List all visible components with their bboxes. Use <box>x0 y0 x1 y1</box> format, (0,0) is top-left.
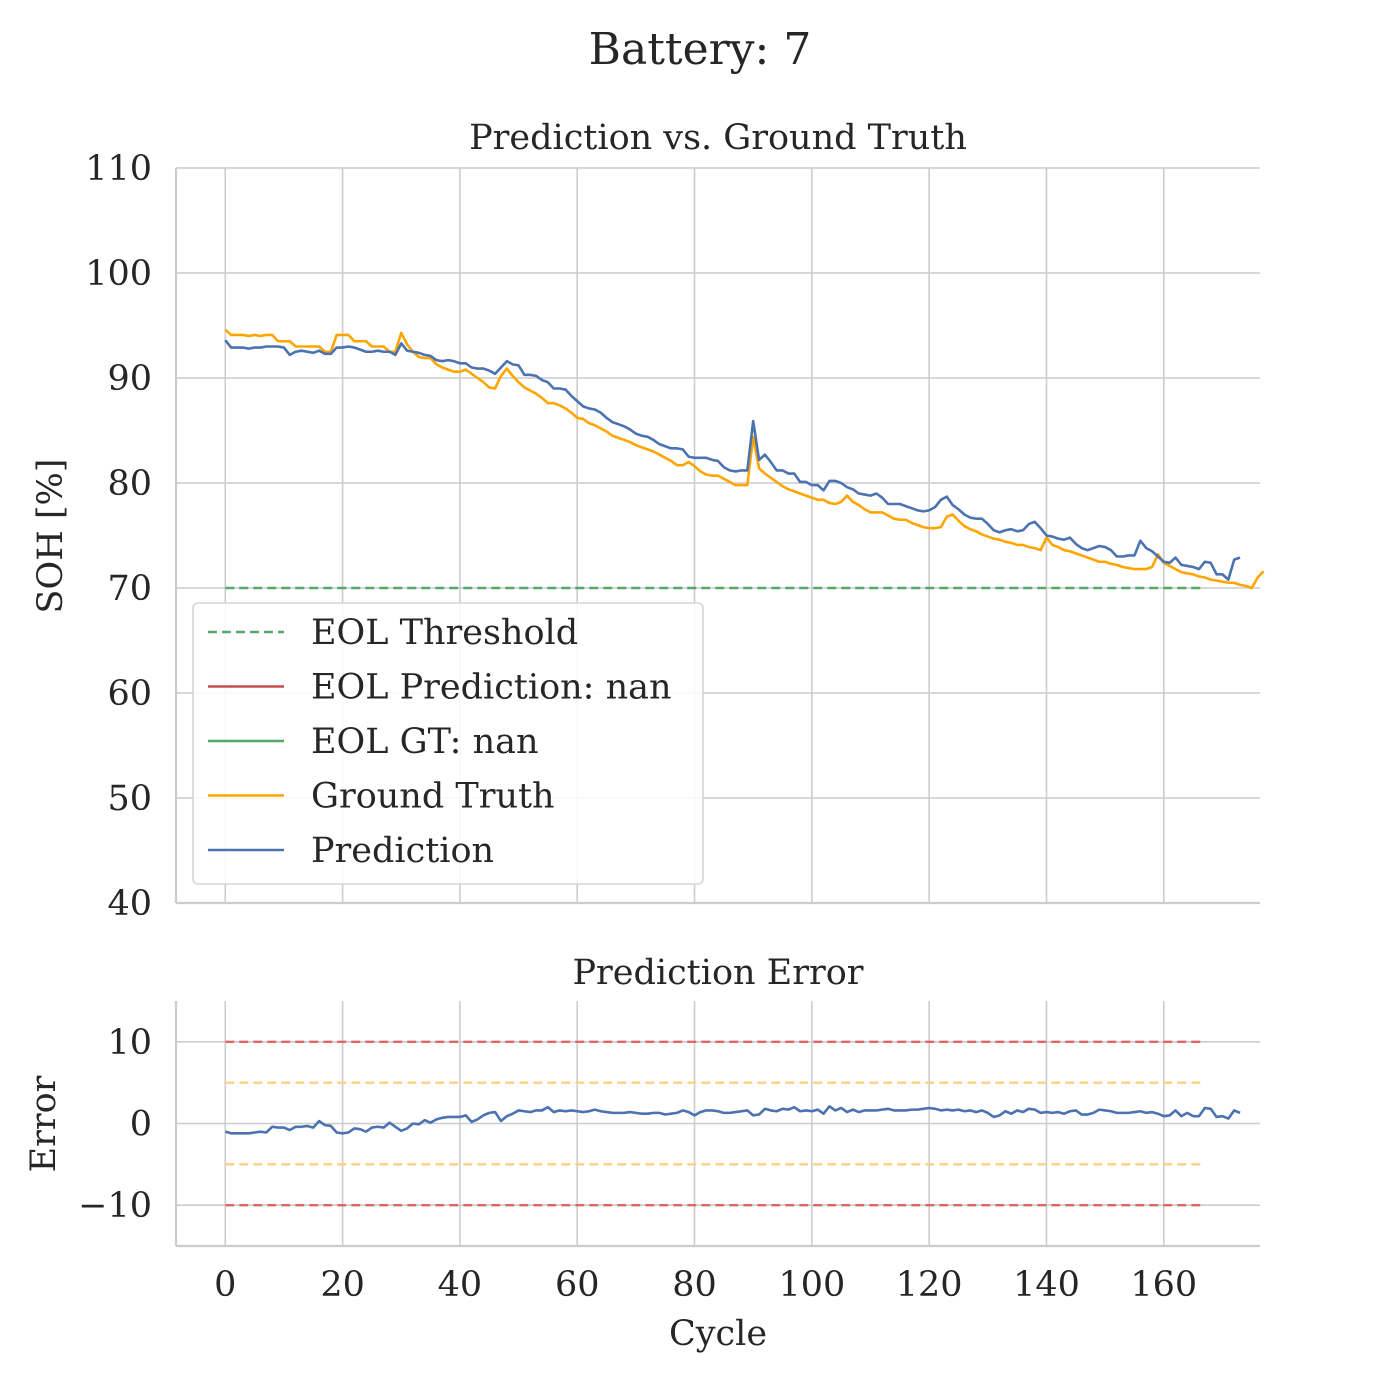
error-x-tick-label: 40 <box>438 1265 483 1305</box>
soh-y-tick-label: 60 <box>107 674 152 714</box>
x-axis-label: Cycle <box>669 1314 767 1354</box>
legend-label: EOL Prediction: nan <box>311 668 672 708</box>
soh-y-axis-label: SOH [%] <box>31 459 71 614</box>
soh-y-tick-label: 80 <box>107 464 152 504</box>
soh-y-tick-label: 110 <box>85 149 152 189</box>
legend-label: EOL GT: nan <box>311 722 539 762</box>
error-y-tick-label: −10 <box>78 1186 152 1226</box>
legend-label: EOL Threshold <box>311 613 578 653</box>
error-x-tick-label: 140 <box>1013 1265 1080 1305</box>
legend: EOL Threshold EOL Prediction: nan EOL GT: … <box>192 602 704 885</box>
soh-y-tick-label: 100 <box>85 254 152 294</box>
soh-prediction-line <box>224 339 1241 581</box>
soh-tick-labels: 40 50 60 70 80 90 100 110 <box>85 149 152 924</box>
legend-frame <box>192 602 704 885</box>
error-x-tick-label: 20 <box>320 1265 365 1305</box>
soh-y-tick-label: 40 <box>107 884 152 924</box>
error-reference-lines <box>225 1040 1205 1207</box>
soh-y-tick-label: 90 <box>107 359 152 399</box>
error-x-tick-label: 60 <box>555 1265 600 1305</box>
soh-series <box>224 328 1265 590</box>
soh-panel: Prediction vs. Ground Truth SOH [%] 40 50… <box>31 118 1265 924</box>
error-x-tick-label: 160 <box>1130 1265 1197 1305</box>
error-y-axis-label: Error <box>24 1075 64 1172</box>
error-x-tick-label: 100 <box>778 1265 845 1305</box>
error-x-tick-label: 80 <box>672 1265 717 1305</box>
soh-y-tick-label: 70 <box>107 569 152 609</box>
error-prediction-error-line <box>224 1105 1241 1135</box>
error-x-tick-label: 120 <box>896 1265 963 1305</box>
soh-panel-title: Prediction vs. Ground Truth <box>469 118 967 158</box>
error-y-tick-label: 10 <box>107 1023 152 1063</box>
soh-axes <box>174 168 1260 905</box>
soh-ground-truth-line <box>224 328 1265 590</box>
error-axes <box>174 1001 1260 1248</box>
error-x-tick-label: 0 <box>214 1265 236 1305</box>
error-panel-title: Prediction Error <box>572 953 863 993</box>
legend-label: Ground Truth <box>311 777 555 817</box>
legend-label: Prediction <box>311 831 494 871</box>
figure-title: Battery: 7 <box>589 24 812 75</box>
error-series <box>224 1105 1241 1135</box>
soh-y-tick-label: 50 <box>107 779 152 819</box>
error-y-tick-label: 0 <box>130 1105 152 1145</box>
